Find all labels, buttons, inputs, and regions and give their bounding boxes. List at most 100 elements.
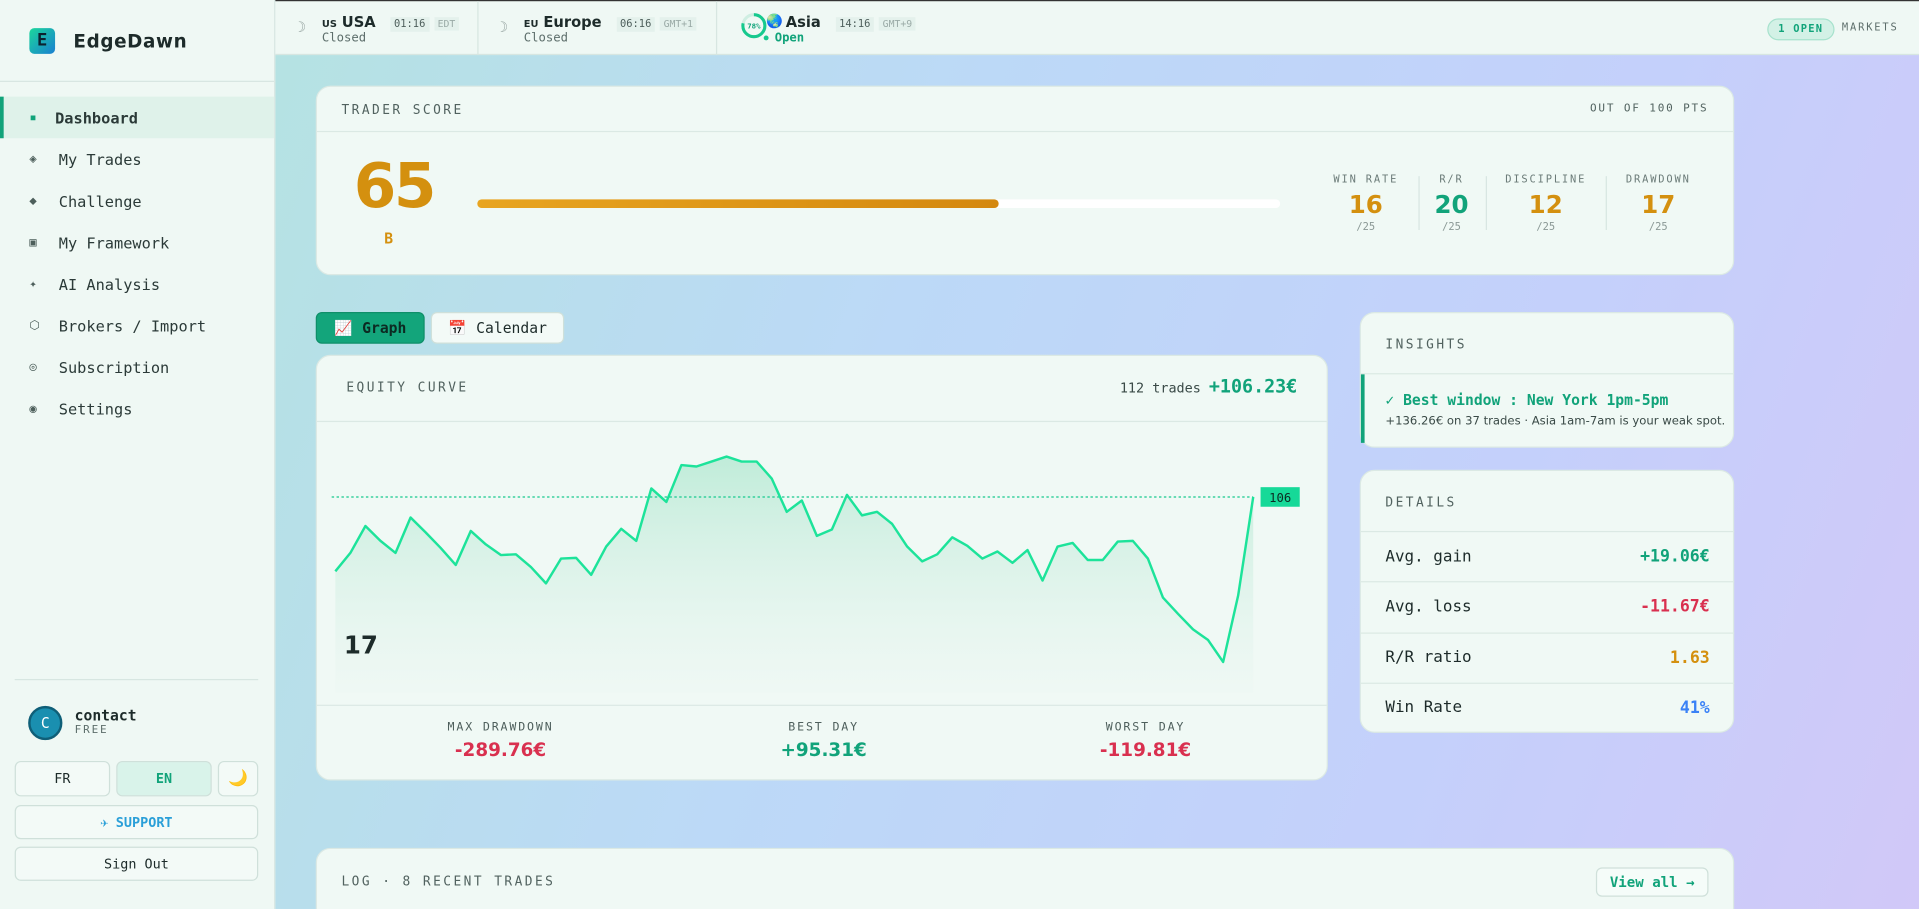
detail-label: R/R ratio [1385,648,1472,667]
moon: ☽ [297,18,307,36]
market-flag: US [321,18,337,30]
market-tz: GMT+1 [659,17,697,31]
nav-label: Brokers / Import [58,316,207,336]
chart-icon: 📈 [334,319,353,337]
tab-label: Graph [362,319,407,337]
support-button[interactable]: ✈ SUPPORT [14,804,259,840]
metric-label: WIN RATE [1333,173,1399,186]
status-dot [763,35,769,41]
insight-detail: +136.26€ on 37 trades · Asia 1am-7am is … [1385,414,1726,429]
nav-item[interactable]: ⬡ Brokers / Import [0,305,274,347]
open-badge: 1 OPEN [1767,18,1835,41]
nav-item[interactable]: ◎ Subscription [0,347,274,389]
stat: BEST DAY +95.31€ [701,721,946,761]
moon: ☽ [499,18,509,36]
equity-total: +106.23€ [1208,375,1298,398]
detail-value: 1.63 [1669,647,1710,668]
metric-max: /25 [1356,221,1376,234]
score-fill [477,199,1000,208]
detail-label: Win Rate [1385,699,1463,718]
divider [316,420,1327,423]
nav-icon: ✦ [29,277,37,292]
score-grade: B [384,229,394,248]
accent [1360,374,1365,443]
ring-fill [741,13,767,39]
card-title: DETAILS [1385,495,1457,511]
nav-item[interactable]: ◈ My Trades [0,138,274,180]
metric-label: DISCIPLINE [1505,173,1587,186]
theme-toggle[interactable]: 🌙 [217,760,259,797]
metric: DRAWDOWN 17/25 [1615,174,1701,234]
nav-label: Subscription [58,358,170,377]
equity-card: EQUITY CURVE 112 trades +106.23€ 106 17 M… [315,354,1328,781]
divider [14,678,259,681]
detail-row: Win Rate 41% [1360,682,1735,733]
metric-max: /25 [1648,221,1668,234]
card-title: TRADER SCORE [341,102,464,118]
market: 78% 🌏 Asia 14:16 GMT+9 Open [716,1,961,55]
nav-label: Challenge [58,191,142,211]
brand: EdgeDawn [73,30,188,53]
nav-item[interactable]: ▪ Dashboard [0,96,275,139]
nav-icon: ◉ [29,402,37,417]
trade-count: 112 trades [1119,380,1201,397]
user-plan: FREE [74,724,109,737]
log-card: LOG · 8 RECENT TRADES View all → [315,847,1735,909]
tab-graph[interactable]: 📈 Graph [315,311,425,344]
market-head: Asia 14:16 GMT+9 [785,13,916,32]
metric-value: 12 [1528,189,1563,219]
separator [1485,176,1487,230]
nav-label: AI Analysis [58,275,161,294]
telegram-icon: ✈ [100,814,109,831]
market-status: Open [763,32,804,45]
nav-item[interactable]: ◆ Challenge [0,180,274,222]
insights-card: INSIGHTS ✓ Best window : New York 1pm-5p… [1359,311,1735,448]
divider [316,130,1733,133]
market-flag: EU [523,18,539,30]
market-name: Europe [543,13,602,31]
equity-area [335,456,1254,693]
insight-headline: ✓ Best window : New York 1pm-5pm [1385,391,1669,409]
last-value-label: 106 [1269,491,1291,505]
market-time: 14:16 [835,17,875,32]
lang-button[interactable]: FR [14,760,111,797]
metric-max: /25 [1442,221,1461,234]
tv-logo: 17 [344,630,378,659]
nav-item[interactable]: ✦ AI Analysis [0,264,274,306]
nav-item[interactable]: ▣ My Framework [0,222,274,264]
market-status: Closed [322,32,366,45]
metric-max: /25 [1536,221,1556,234]
metric-value: 17 [1641,189,1676,219]
market: ☽ US USA 01:16 EDT Closed [275,1,479,56]
last-value-box [1260,487,1300,507]
metric-label: DRAWDOWN [1625,173,1691,186]
detail-row: R/R ratio 1.63 [1360,632,1735,682]
nav-item[interactable]: ◉ Settings [0,389,274,431]
nav-icon: ◈ [29,152,37,166]
lang-button[interactable]: EN [116,760,212,797]
stat-label: WORST DAY [1105,720,1186,735]
market-bar: ☽ US USA 01:16 EDT Closed ☽ EU Europe 06:16 GMT+1 C… [275,0,1919,56]
view-all-button[interactable]: View all → [1595,867,1709,897]
score-value: 65 [353,150,437,222]
score-track [477,199,1281,208]
market-status: Closed [524,32,568,45]
market-head: EU Europe 06:16 GMT+1 [523,13,697,32]
separator [1418,176,1420,230]
tab-calendar[interactable]: 📅 Calendar [430,311,565,344]
status-text: Closed [523,31,569,46]
tab-label: Calendar [476,319,547,337]
progress-ring: 78% [741,13,767,39]
market-name: Asia [785,13,821,31]
trader-score-card: TRADER SCORE OUT OF 100 PTS 65 B WIN RAT… [315,85,1735,276]
divider [0,80,275,82]
detail-label: Avg. loss [1385,597,1472,617]
nav-icon: ▣ [29,235,37,250]
sign-out-button[interactable]: Sign Out [14,846,259,881]
card-title: LOG · 8 RECENT TRADES [341,874,556,890]
detail-label: Avg. gain [1385,547,1472,566]
markets-label: MARKETS [1841,22,1899,35]
logo-icon: E [29,28,56,54]
market-tz: GMT+9 [879,17,916,31]
